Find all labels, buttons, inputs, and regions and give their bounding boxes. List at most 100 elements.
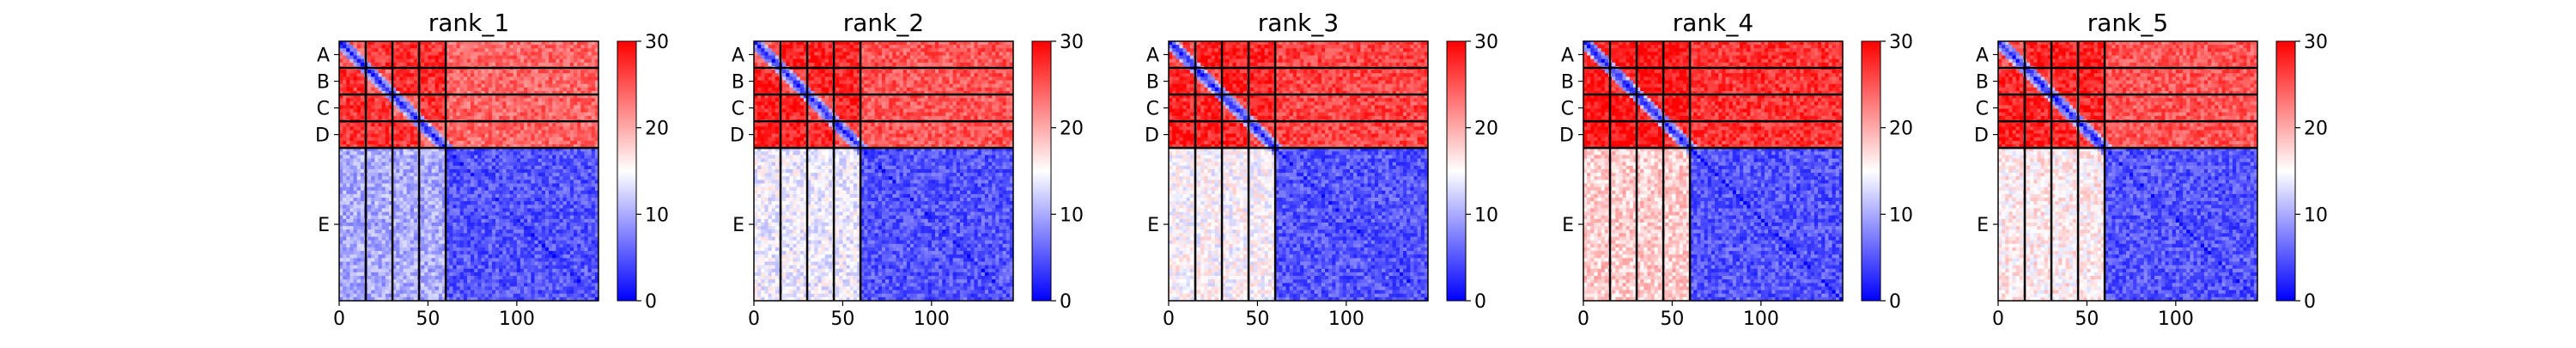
heatmap-cell — [403, 233, 408, 238]
heatmap-cell — [449, 83, 453, 89]
heatmap-cell — [378, 140, 383, 145]
heatmap-cell — [477, 240, 482, 245]
heatmap-cell — [353, 222, 358, 227]
heatmap-cell — [587, 70, 592, 74]
heatmap-cell — [368, 173, 372, 177]
heatmap-cell — [356, 186, 361, 192]
heatmap-cell — [441, 218, 447, 223]
heatmap-cell — [513, 261, 518, 266]
heatmap-cell — [495, 258, 500, 262]
heatmap-cell — [368, 186, 372, 192]
heatmap-cell — [453, 251, 458, 255]
heatmap-cell — [481, 140, 486, 145]
heatmap-cell — [474, 279, 478, 284]
heatmap-cell — [538, 243, 543, 248]
heatmap-cell — [524, 247, 528, 252]
heatmap-cell — [531, 137, 536, 142]
heatmap-cell — [574, 276, 578, 280]
heatmap-cell — [353, 87, 358, 92]
heatmap-cell — [410, 240, 415, 245]
heatmap-cell — [499, 222, 503, 227]
heatmap-cell — [392, 180, 397, 184]
heatmap-cell — [406, 222, 411, 227]
heatmap-cell — [491, 176, 496, 180]
heatmap-cell — [509, 126, 514, 131]
heatmap-cell — [499, 180, 503, 184]
heatmap-cell — [534, 123, 539, 127]
heatmap-cell — [392, 247, 397, 252]
heatmap-cell — [574, 173, 578, 177]
heatmap-cell — [544, 151, 550, 156]
heatmap-cell — [424, 90, 428, 95]
heatmap-cell — [524, 176, 528, 180]
heatmap-cell — [552, 211, 556, 217]
heatmap-cell — [559, 90, 564, 95]
heatmap-cell — [353, 265, 358, 270]
heatmap-cell — [484, 201, 489, 205]
heatmap-cell — [569, 276, 574, 280]
heatmap-cell — [577, 193, 581, 198]
heatmap-cell — [374, 283, 380, 287]
heatmap-cell — [463, 98, 468, 102]
heatmap-cell — [541, 52, 546, 57]
heatmap-cell — [544, 168, 550, 174]
heatmap-cell — [477, 215, 482, 220]
heatmap-cell — [339, 254, 343, 259]
heatmap-cell — [562, 52, 568, 57]
heatmap-cell — [491, 211, 496, 217]
heatmap-cell — [456, 208, 461, 213]
heatmap-cell — [541, 236, 546, 241]
heatmap-cell — [378, 158, 383, 163]
heatmap-cell — [438, 240, 443, 245]
heatmap-cell — [360, 165, 365, 170]
heatmap-cell — [378, 251, 383, 255]
heatmap-cell — [388, 83, 393, 89]
heatmap-cell — [446, 90, 450, 95]
heatmap-cell — [524, 151, 528, 156]
heatmap-cell — [541, 229, 546, 234]
heatmap-cell — [531, 90, 536, 95]
heatmap-cell — [587, 105, 592, 110]
heatmap-cell — [374, 133, 380, 138]
heatmap-cell — [463, 222, 468, 227]
heatmap-cell — [349, 251, 355, 255]
heatmap-cell — [591, 276, 596, 280]
heatmap-cell — [446, 229, 450, 234]
heatmap-cell — [580, 101, 585, 106]
heatmap-cell — [534, 236, 539, 241]
heatmap-cell — [371, 226, 375, 230]
heatmap-cell — [438, 265, 443, 270]
heatmap-cell — [438, 115, 443, 120]
heatmap-cell — [574, 76, 578, 82]
heatmap-cell — [541, 211, 546, 217]
heatmap-cell — [587, 233, 592, 238]
heatmap-cell — [368, 112, 372, 117]
heatmap-cell — [516, 112, 521, 117]
heatmap-cell — [471, 105, 475, 110]
heatmap-cell — [559, 176, 564, 180]
heatmap-cell — [509, 162, 514, 167]
heatmap-cell — [343, 247, 347, 252]
heatmap-cell — [569, 208, 574, 213]
heatmap-cell — [456, 198, 461, 202]
heatmap-cell — [477, 58, 482, 64]
heatmap-cell — [577, 272, 581, 277]
heatmap-cell — [349, 151, 355, 156]
heatmap-cell — [343, 205, 347, 209]
heatmap-cell — [403, 62, 408, 67]
heatmap-cell — [559, 112, 564, 117]
heatmap-cell — [531, 126, 536, 131]
heatmap-cell — [594, 98, 599, 102]
heatmap-cell — [538, 41, 543, 46]
heatmap-cell — [559, 76, 564, 82]
heatmap-cell — [552, 80, 556, 85]
heatmap-cell — [438, 236, 443, 241]
heatmap-cell — [431, 243, 436, 248]
heatmap-cell — [356, 45, 361, 49]
heatmap-cell — [574, 272, 578, 277]
heatmap-cell — [495, 176, 500, 180]
heatmap-cell — [381, 52, 386, 57]
heatmap-cell — [343, 165, 347, 170]
heatmap-cell — [549, 240, 553, 245]
heatmap-cell — [541, 98, 546, 102]
